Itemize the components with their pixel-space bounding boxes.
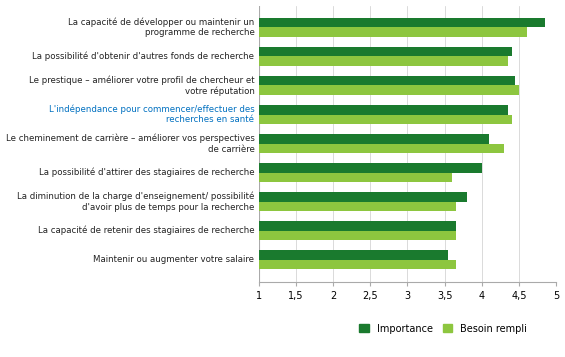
Bar bbox=[184, 250, 449, 260]
Bar bbox=[184, 115, 512, 124]
Bar bbox=[184, 76, 515, 85]
Bar bbox=[184, 85, 519, 95]
Bar bbox=[184, 231, 456, 240]
Bar bbox=[184, 260, 456, 269]
Bar bbox=[184, 18, 545, 27]
Bar bbox=[184, 221, 456, 231]
Bar bbox=[184, 27, 527, 37]
Bar bbox=[184, 105, 508, 115]
Bar bbox=[184, 192, 467, 202]
Bar bbox=[184, 163, 482, 172]
Bar bbox=[184, 172, 452, 182]
Bar bbox=[184, 47, 512, 56]
Legend: Importance, Besoin rempli: Importance, Besoin rempli bbox=[355, 320, 531, 337]
Bar bbox=[184, 144, 504, 153]
Bar bbox=[184, 202, 456, 211]
Bar bbox=[184, 134, 489, 144]
Bar bbox=[184, 56, 508, 66]
